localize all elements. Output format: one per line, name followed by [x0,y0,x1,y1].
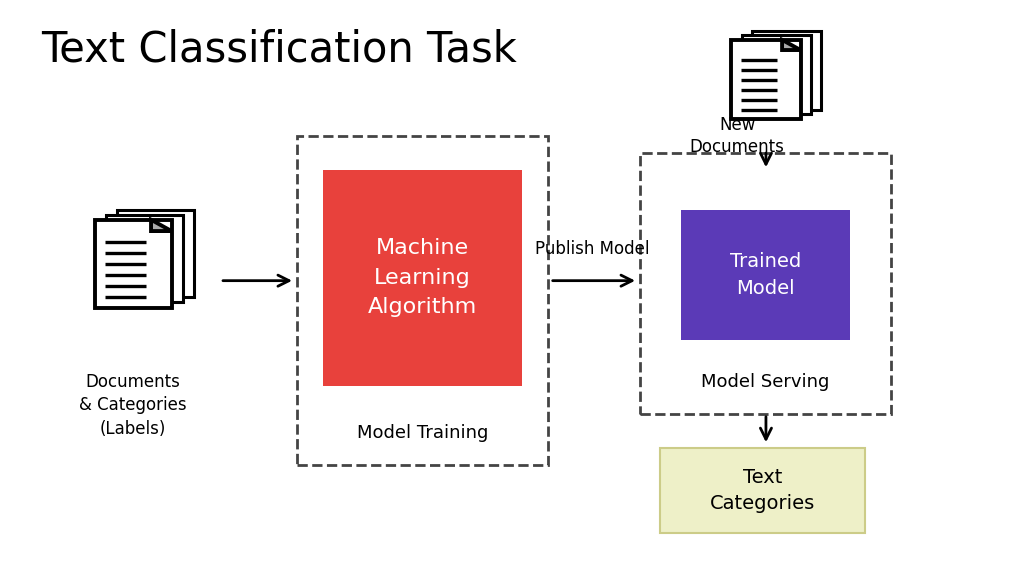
Bar [681,210,850,340]
Bar [106,214,182,303]
Text: New
Documents: New Documents [690,116,784,156]
Bar [731,40,801,119]
Bar [323,170,522,386]
Text: Model Training: Model Training [356,424,488,442]
Bar [660,448,865,533]
Text: Text Classification Task: Text Classification Task [41,28,517,70]
Text: Model Serving: Model Serving [701,373,829,391]
Text: Text
Categories: Text Categories [711,468,815,513]
Polygon shape [152,219,171,231]
Bar [94,219,171,307]
Text: Machine
Learning
Algorithm: Machine Learning Algorithm [368,238,477,318]
Bar [741,35,811,115]
Bar [640,153,891,414]
Polygon shape [782,40,801,50]
Text: Trained
Model: Trained Model [730,252,801,298]
Bar [752,31,821,110]
Text: Documents
& Categories
(Labels): Documents & Categories (Labels) [79,373,187,438]
Bar [117,209,195,297]
Text: Publish Model: Publish Model [535,240,649,258]
Bar [297,136,548,465]
